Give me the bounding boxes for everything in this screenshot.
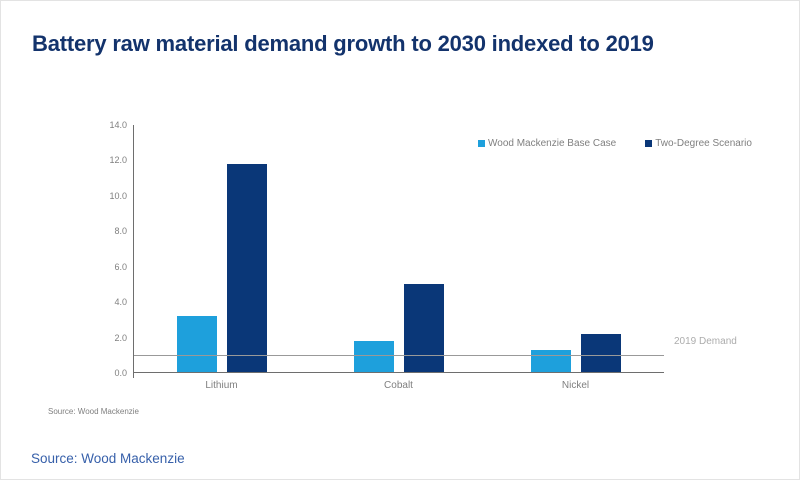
y-axis-tick-label: 8.0 [114, 226, 127, 237]
category-label-cobalt: Cobalt [384, 380, 413, 391]
legend: Wood Mackenzie Base Case Two-Degree Scen… [478, 138, 752, 149]
bar-nickel-two-degree [580, 334, 621, 373]
bar-cobalt-base-case [353, 341, 394, 373]
reference-line [133, 355, 664, 357]
plot-area: 0.0 2.0 4.0 6.0 8.0 10.0 12.0 14.0 Lithium Cobal… [109, 120, 736, 391]
y-axis [133, 125, 134, 378]
legend-swatch-two-degree [645, 140, 653, 147]
reference-line-label: 2019 Demand [674, 336, 737, 348]
legend-label-two-degree: Two-Degree Scenario [655, 138, 752, 149]
chart-source-note: Source: Wood Mackenzie [48, 407, 140, 416]
y-axis-tick-labels: 0.0 2.0 4.0 6.0 8.0 10.0 12.0 14.0 [87, 120, 127, 378]
category-label-nickel: Nickel [561, 380, 590, 391]
x-axis-category-labels: Lithium Cobalt Nickel [133, 125, 664, 391]
bar-cobalt-two-degree [403, 284, 444, 373]
bar-lithium-two-degree [226, 163, 267, 373]
y-axis-tick-label: 2.0 [114, 332, 127, 343]
legend-item-base-case: Wood Mackenzie Base Case [478, 138, 616, 149]
y-axis-tick-label: 4.0 [114, 297, 127, 308]
y-axis-tick-label: 0.0 [114, 368, 127, 378]
legend-swatch-base-case [478, 140, 485, 147]
x-axis [133, 372, 664, 373]
bar-lithium-base-case [176, 316, 217, 373]
y-axis-tick-label: 6.0 [114, 261, 127, 272]
legend-item-two-degree: Two-Degree Scenario [645, 138, 752, 149]
footer-source: Source: Wood Mackenzie [31, 451, 185, 466]
y-axis-tick-label: 14.0 [109, 120, 127, 130]
y-axis-tick-label: 12.0 [109, 155, 127, 166]
legend-label-base-case: Wood Mackenzie Base Case [488, 138, 617, 149]
page-title: Battery raw material demand growth to 20… [32, 31, 654, 56]
category-label-lithium: Lithium [205, 380, 238, 391]
y-axis-tick-label: 10.0 [109, 190, 127, 201]
